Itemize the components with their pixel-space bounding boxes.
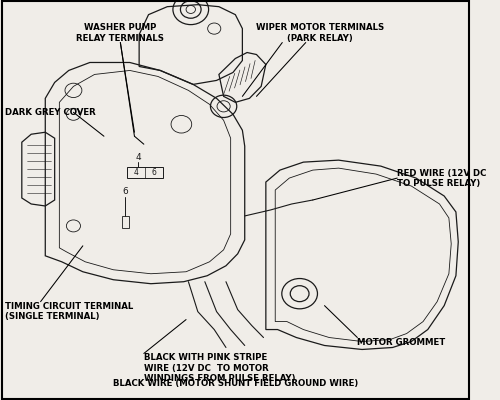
Text: DARK GREY COVER: DARK GREY COVER	[6, 108, 96, 117]
Text: 4: 4	[136, 153, 141, 162]
Bar	[122, 216, 129, 228]
Text: 6: 6	[122, 187, 128, 196]
Text: 4: 4	[134, 168, 138, 177]
Text: BLACK WITH PINK STRIPE
WIRE (12V DC  TO MOTOR
WINDINGS FROM PULSE RELAY): BLACK WITH PINK STRIPE WIRE (12V DC TO M…	[144, 354, 296, 382]
Text: BLACK WIRE (MOTOR SHUNT FIELD GROUND WIRE): BLACK WIRE (MOTOR SHUNT FIELD GROUND WIR…	[112, 379, 358, 388]
Bar	[128, 167, 162, 178]
Text: 6: 6	[152, 168, 156, 177]
Text: TIMING CIRCUIT TERMINAL
(SINGLE TERMINAL): TIMING CIRCUIT TERMINAL (SINGLE TERMINAL…	[6, 302, 134, 321]
Text: RED WIRE (12V DC
TO PULSE RELAY): RED WIRE (12V DC TO PULSE RELAY)	[398, 168, 486, 188]
Text: WASHER PUMP
RELAY TERMINALS: WASHER PUMP RELAY TERMINALS	[76, 24, 164, 42]
Text: MOTOR GROMMET: MOTOR GROMMET	[358, 338, 446, 346]
Text: WIPER MOTOR TERMINALS
(PARK RELAY): WIPER MOTOR TERMINALS (PARK RELAY)	[256, 24, 384, 42]
